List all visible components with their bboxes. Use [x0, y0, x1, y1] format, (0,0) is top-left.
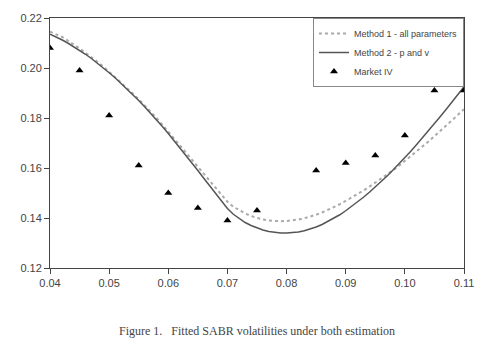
svg-text:0.18: 0.18	[20, 112, 41, 124]
svg-text:0.05: 0.05	[98, 277, 119, 289]
svg-text:0.07: 0.07	[217, 277, 238, 289]
svg-text:0.10: 0.10	[394, 277, 415, 289]
svg-text:Market IV: Market IV	[354, 67, 393, 77]
svg-text:0.16: 0.16	[20, 162, 41, 174]
svg-text:0.12: 0.12	[20, 262, 41, 274]
svg-text:0.14: 0.14	[20, 212, 41, 224]
svg-text:0.20: 0.20	[20, 62, 41, 74]
svg-text:0.08: 0.08	[276, 277, 297, 289]
svg-text:Figure 1. Fitted SABR volati: Figure 1. Fitted SABR volatilities under…	[119, 324, 395, 338]
svg-text:0.09: 0.09	[335, 277, 356, 289]
svg-text:Method 1 - all parameters: Method 1 - all parameters	[354, 29, 457, 39]
svg-text:Method 2 - p and v: Method 2 - p and v	[354, 48, 430, 58]
svg-text:0.22: 0.22	[20, 12, 41, 24]
svg-text:0.06: 0.06	[158, 277, 179, 289]
svg-text:0.04: 0.04	[39, 277, 60, 289]
svg-text:0.11: 0.11	[454, 277, 475, 289]
